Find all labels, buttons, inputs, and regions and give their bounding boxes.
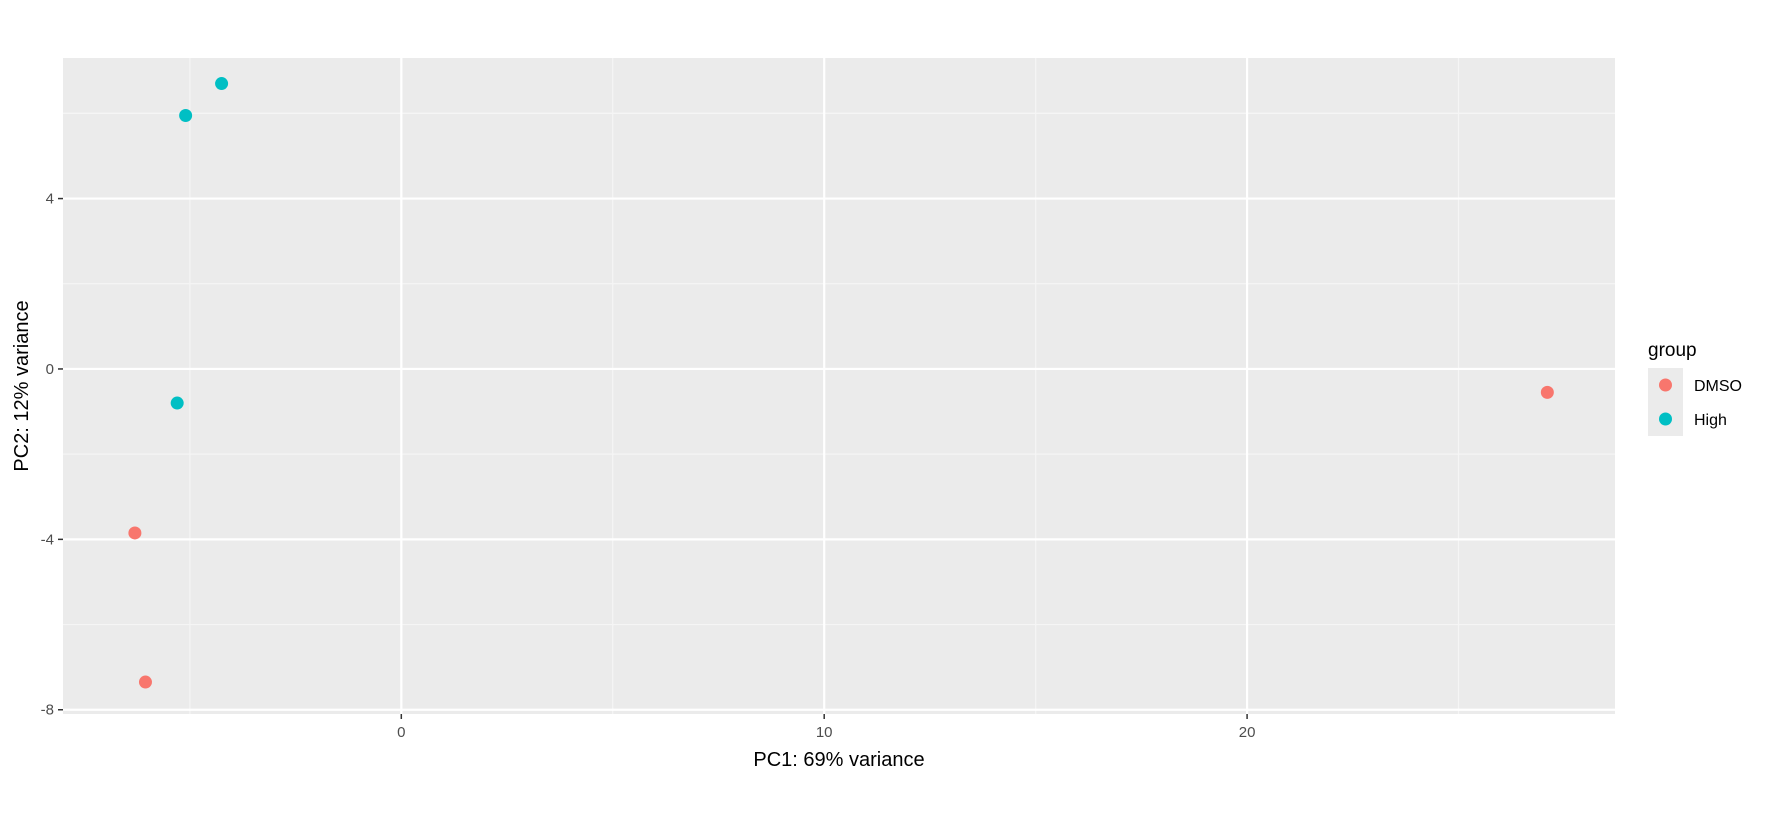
legend-label-dmso: DMSO — [1694, 378, 1742, 395]
x-tick-label: 20 — [1239, 724, 1256, 741]
x-tick-label: 10 — [816, 724, 833, 741]
plot-panel — [63, 58, 1615, 714]
data-point-dmso — [128, 526, 142, 540]
legend-swatch-dmso — [1659, 378, 1672, 392]
data-points — [128, 77, 1554, 689]
legend-swatch-high — [1659, 412, 1672, 426]
data-point-high — [170, 396, 184, 410]
x-axis-title: PC1: 69% variance — [753, 749, 924, 771]
data-point-high — [215, 77, 229, 91]
legend: group DMSO High — [1648, 340, 1742, 436]
y-tick-label: 0 — [46, 361, 54, 378]
x-axis: 0 10 20 — [397, 714, 1255, 741]
minor-gridlines — [63, 58, 1615, 714]
y-tick-label: -8 — [41, 702, 54, 719]
data-point-dmso — [138, 675, 152, 689]
major-gridlines — [63, 58, 1615, 714]
x-tick-label: 0 — [397, 724, 405, 741]
y-tick-label: -4 — [41, 531, 54, 548]
legend-label-high: High — [1694, 412, 1727, 429]
y-axis: -8 -4 0 4 — [41, 191, 63, 719]
legend-title: group — [1648, 340, 1697, 361]
y-axis-title: PC2: 12% variance — [11, 300, 33, 471]
data-point-dmso — [1540, 385, 1554, 399]
data-point-high — [179, 109, 193, 123]
y-tick-label: 4 — [46, 191, 54, 208]
